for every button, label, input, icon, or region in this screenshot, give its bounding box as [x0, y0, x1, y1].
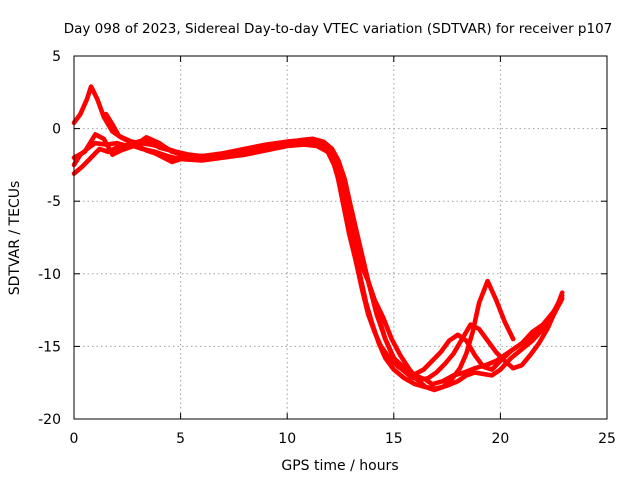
y-tick-label: -20	[38, 412, 61, 428]
y-axis-label: SDTVAR / TECUs	[7, 181, 23, 296]
x-tick-label: 15	[385, 431, 403, 447]
y-tick-label: -15	[38, 339, 61, 355]
series-track-3	[71, 84, 565, 383]
x-tick-label: 5	[176, 431, 185, 447]
x-tick-label: 0	[70, 431, 79, 447]
chart-title: Day 098 of 2023, Sidereal Day-to-day VTE…	[64, 21, 613, 37]
x-axis-ticks: 0 5 10 15 20 25	[70, 56, 616, 447]
x-tick-label: 20	[491, 431, 509, 447]
series-track-4	[71, 132, 565, 377]
y-tick-label: -5	[47, 194, 61, 210]
plot-area	[71, 84, 565, 393]
x-tick-label: 25	[598, 431, 616, 447]
x-tick-label: 10	[278, 431, 296, 447]
x-axis-label: GPS time / hours	[281, 458, 398, 474]
grid-lines	[74, 56, 607, 419]
y-tick-label: -10	[38, 267, 61, 283]
series-track-2	[71, 142, 565, 391]
y-tick-label: 5	[52, 49, 61, 65]
plot-frame	[73, 55, 608, 420]
series-track-1	[71, 137, 563, 387]
series-track-5	[103, 111, 516, 393]
y-axis-ticks: -20 -15 -10 -5 0 5	[38, 49, 607, 428]
y-tick-label: 0	[52, 122, 61, 138]
